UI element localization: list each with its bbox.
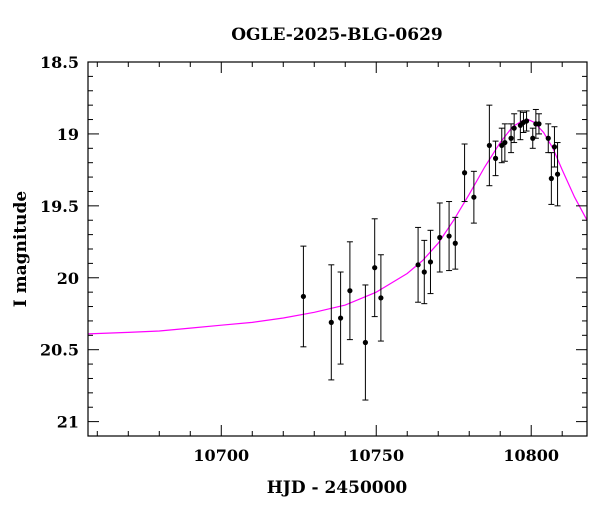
data-marker — [378, 295, 384, 301]
data-point — [337, 271, 344, 365]
data-marker — [530, 135, 536, 141]
data-point — [461, 143, 468, 203]
data-point — [328, 264, 335, 381]
x-tick-label: 10750 — [348, 446, 404, 465]
data-point — [427, 229, 434, 295]
data-marker — [427, 259, 434, 265]
chart-title: OGLE-2025-BLG-0629 — [231, 25, 443, 45]
y-tick-label: 19 — [57, 125, 79, 144]
data-point — [529, 127, 536, 149]
data-point — [517, 110, 524, 141]
data-marker — [452, 240, 458, 246]
y-tick-label: 18.5 — [40, 53, 79, 72]
data-point — [371, 218, 378, 318]
y-tick-label: 19.5 — [40, 197, 79, 216]
data-marker — [446, 233, 452, 239]
data-point — [551, 126, 558, 168]
data-marker — [551, 144, 558, 150]
data-point — [548, 152, 555, 205]
data-point — [511, 113, 518, 144]
data-marker — [421, 269, 427, 275]
data-point — [362, 284, 369, 401]
data-marker — [347, 288, 353, 294]
data-marker — [300, 293, 307, 300]
data-marker — [328, 319, 334, 325]
data-marker — [502, 139, 508, 146]
data-marker — [415, 262, 421, 268]
data-marker — [545, 135, 551, 141]
data-point — [535, 113, 542, 135]
data-point — [436, 202, 443, 273]
data-point — [523, 110, 530, 132]
data-point — [421, 239, 428, 305]
plot-frame — [87, 61, 588, 437]
data-point — [377, 254, 384, 342]
data-marker — [437, 234, 443, 241]
model-curve — [88, 118, 587, 335]
model-curve-layer — [88, 118, 587, 335]
axis-ticks-layer: 10700 10750 10800 18.5 19 19.5 20 20.5 21 — [40, 53, 587, 465]
x-tick-label: 10700 — [193, 446, 249, 465]
data-marker — [548, 175, 554, 182]
y-tick-label: 20.5 — [40, 341, 79, 360]
data-point — [545, 123, 552, 154]
data-marker — [486, 142, 492, 149]
data-marker — [337, 315, 344, 321]
data-point — [452, 216, 459, 270]
x-axis-label: HJD - 2450000 — [267, 478, 408, 498]
y-tick-label: 21 — [57, 413, 79, 432]
data-marker — [372, 265, 378, 271]
data-point — [508, 123, 515, 154]
data-marker — [471, 194, 477, 200]
data-point — [415, 226, 422, 303]
data-points-layer — [300, 104, 561, 401]
x-tick-label: 10800 — [503, 446, 559, 465]
data-point — [486, 104, 493, 187]
data-marker — [536, 121, 542, 127]
data-marker — [362, 339, 368, 346]
data-point — [300, 245, 307, 348]
data-point — [446, 201, 453, 272]
data-marker — [523, 118, 530, 124]
y-axis-label: I magnitude — [11, 191, 31, 308]
data-point — [554, 142, 561, 207]
data-marker — [492, 155, 499, 161]
data-marker — [508, 135, 514, 141]
data-point — [346, 241, 353, 341]
data-marker — [461, 170, 468, 176]
data-marker — [511, 125, 517, 131]
data-point — [501, 123, 508, 162]
data-point — [498, 127, 505, 164]
data-point — [470, 170, 477, 224]
y-tick-label: 20 — [57, 269, 79, 288]
data-marker — [554, 171, 561, 177]
data-point — [492, 140, 499, 177]
